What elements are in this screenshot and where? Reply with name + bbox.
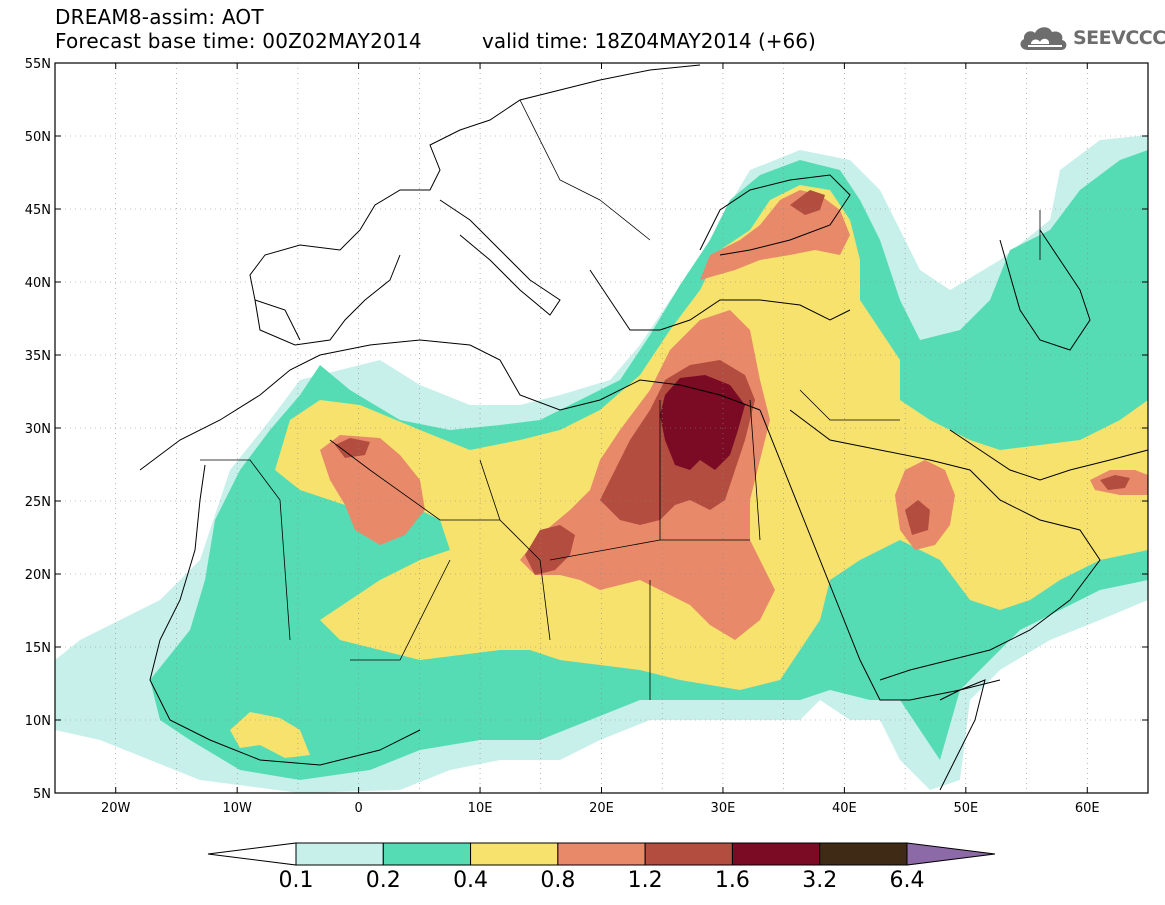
coastline-iberia <box>254 254 401 346</box>
forecast-base-time: Forecast base time: 00Z02MAY2014 <box>55 29 422 53</box>
coastline-horn <box>939 679 986 791</box>
colorbar-level-label: 0.4 <box>453 868 489 893</box>
lat-tick-label: 20N <box>25 568 51 583</box>
lon-tick-label: 50E <box>953 801 978 816</box>
colorbar-over-arrow <box>906 842 996 866</box>
lat-tick-label: 15N <box>25 641 51 656</box>
colorbar-level-label: 0.8 <box>540 868 576 893</box>
border-lines <box>200 99 1041 700</box>
coastline-north-africa <box>139 339 761 471</box>
colorbar-level-label: 6.4 <box>889 868 925 893</box>
colorbar-level-label: 1.6 <box>714 868 750 893</box>
colorbar-swatch <box>644 842 733 866</box>
lat-tick-label: 55N <box>25 57 51 72</box>
lat-tick-label: 50N <box>25 130 51 145</box>
lat-tick-label: 30N <box>25 422 51 437</box>
colorbar-swatch <box>470 842 559 866</box>
valid-time: valid time: 18Z04MAY2014 (+66) <box>482 29 816 53</box>
coastline-caspian <box>999 229 1091 351</box>
colorbar-under-arrow <box>207 842 297 866</box>
coastline-europe <box>249 64 701 341</box>
lat-tick-label: 35N <box>25 349 51 364</box>
map-axes: 55N 50N 45N 40N 35N 30N 25N 20N 15N 10N 5N 20W 10W 0 1… <box>25 57 1148 816</box>
colorbar-level-label: 0.2 <box>365 868 401 893</box>
colorbar-level-label: 0.1 <box>278 868 314 893</box>
coastline-italy <box>439 199 561 316</box>
lon-tick-label: 0 <box>354 801 362 816</box>
cloud-logo-icon <box>1020 27 1067 50</box>
coastline-persian-gulf <box>949 429 1148 481</box>
colorbar-swatch <box>731 842 821 866</box>
lon-tick-label: 20E <box>589 801 614 816</box>
coastline-arabia <box>789 409 1101 681</box>
lon-tick-label: 30E <box>711 801 736 816</box>
coastline-red-sea <box>759 409 1001 701</box>
lon-tick-label: 40E <box>832 801 857 816</box>
colorbar-swatch <box>295 842 384 866</box>
colorbar-level-label: 1.2 <box>627 868 663 893</box>
map-grid <box>55 63 1148 793</box>
aot-level-1.6 <box>660 375 745 470</box>
lat-tick-label: 25N <box>25 495 51 510</box>
lon-tick-label: 10E <box>468 801 493 816</box>
lat-tick-label: 5N <box>33 787 51 802</box>
colorbar-level-label: 3.2 <box>802 868 838 893</box>
coastline-west-africa <box>149 464 421 766</box>
map-title: DREAM8-assim: AOT <box>55 5 264 29</box>
lat-tick-label: 10N <box>25 714 51 729</box>
aot-level-1.2 <box>335 190 1130 575</box>
colorbar-swatch <box>819 842 908 866</box>
colorbar <box>207 842 996 866</box>
lon-tick-label: 10W <box>222 801 252 816</box>
lon-tick-label: 20W <box>101 801 131 816</box>
seevccc-logo: SEEVCCC <box>1016 22 1165 56</box>
colorbar-swatch <box>382 842 472 866</box>
lon-tick-label: 60E <box>1075 801 1100 816</box>
coastline-black-sea <box>699 174 851 256</box>
coastline-greece-turkey <box>589 269 851 331</box>
coastlines <box>139 64 1148 791</box>
lat-tick-label: 45N <box>25 203 51 218</box>
logo-text: SEEVCCC <box>1073 27 1165 49</box>
lat-tick-label: 40N <box>25 276 51 291</box>
colorbar-swatch <box>557 842 646 866</box>
